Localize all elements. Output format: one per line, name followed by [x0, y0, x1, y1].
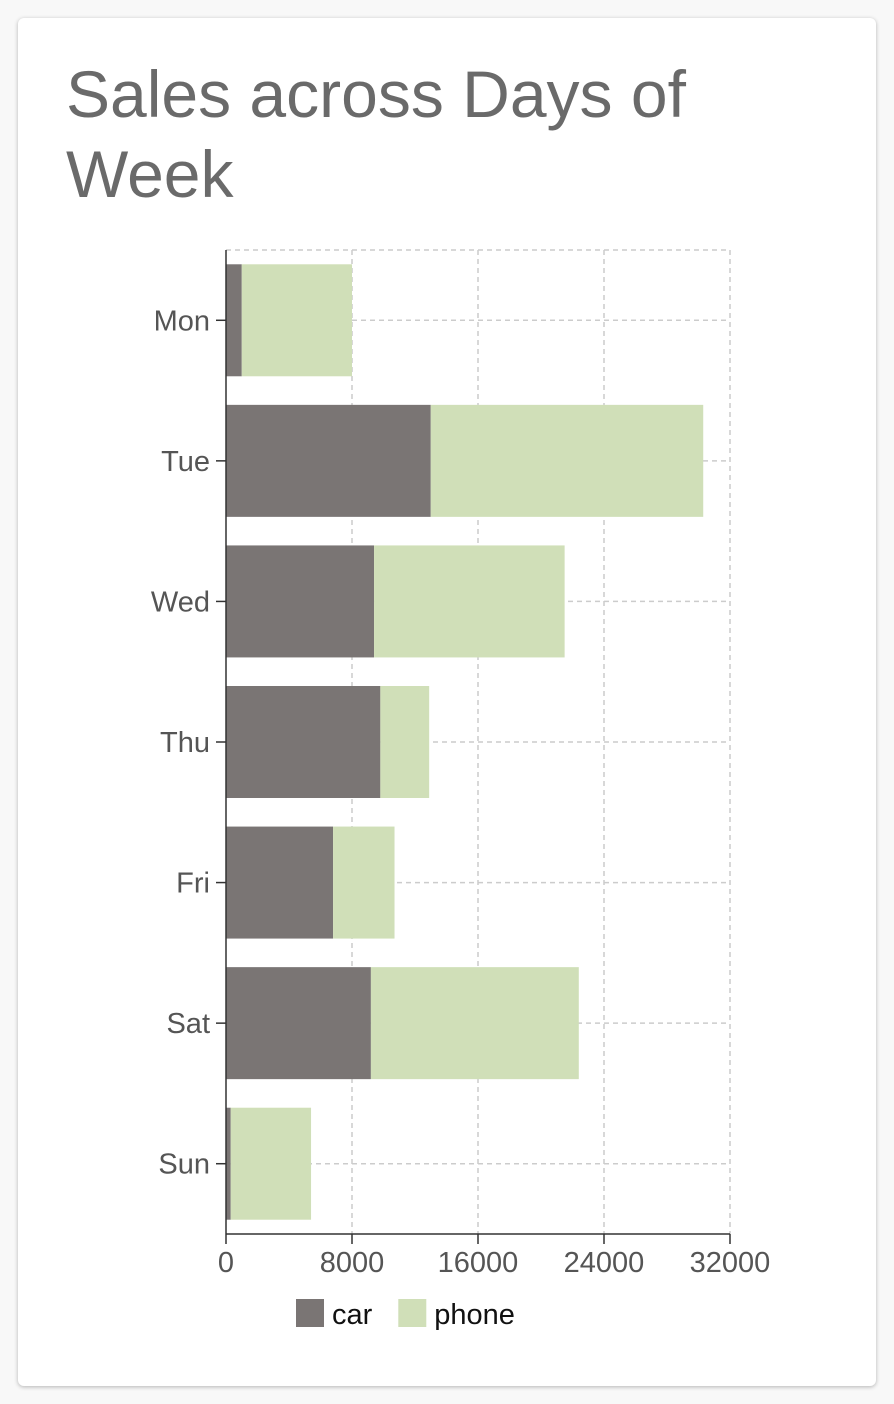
- bar-phone-wed: [374, 545, 565, 658]
- y-tick-label: Fri: [176, 868, 210, 900]
- bar-car-thu: [226, 686, 381, 798]
- bar-car-tue: [226, 404, 431, 517]
- bar-car-fri: [226, 826, 334, 939]
- bar-car-sat: [226, 967, 371, 1080]
- y-tick-label: Thu: [160, 727, 210, 759]
- x-tick-label: 16000: [438, 1247, 519, 1279]
- y-tick-label: Tue: [161, 446, 210, 478]
- chart-card: Sales across Days of Week Mon Tue Wed Thu Fr…: [18, 18, 876, 1386]
- bar-phone-tue: [430, 404, 704, 517]
- bar-phone-sat: [370, 967, 579, 1080]
- bar-car-mon: [226, 264, 242, 377]
- legend-swatch-phone: [398, 1299, 427, 1327]
- legend-label-car: car: [332, 1299, 373, 1331]
- x-tick-label: 8000: [320, 1247, 385, 1279]
- x-tick-label: 24000: [564, 1247, 645, 1279]
- y-tick-label: Sun: [158, 1149, 210, 1181]
- x-tick-label: 32000: [690, 1247, 771, 1279]
- y-tick-label: Wed: [151, 586, 210, 618]
- bar-phone-sun: [230, 1107, 312, 1220]
- bar-phone-fri: [333, 826, 395, 939]
- legend-swatch-car: [296, 1299, 324, 1327]
- legend-label-phone: phone: [434, 1299, 515, 1331]
- y-tick-label: Mon: [154, 305, 210, 337]
- bar-chart: Mon Tue Wed Thu Fri Sat Sun 0 8000 16000 24000 3200…: [151, 249, 771, 1331]
- bar-phone-thu: [380, 686, 430, 798]
- y-tick-label: Sat: [166, 1008, 210, 1040]
- bar-car-sun: [226, 1107, 231, 1220]
- bar-phone-mon: [241, 264, 352, 377]
- bar-car-wed: [226, 545, 375, 658]
- x-tick-label: 0: [218, 1247, 234, 1279]
- chart-title: Sales across Days of Week: [66, 57, 686, 211]
